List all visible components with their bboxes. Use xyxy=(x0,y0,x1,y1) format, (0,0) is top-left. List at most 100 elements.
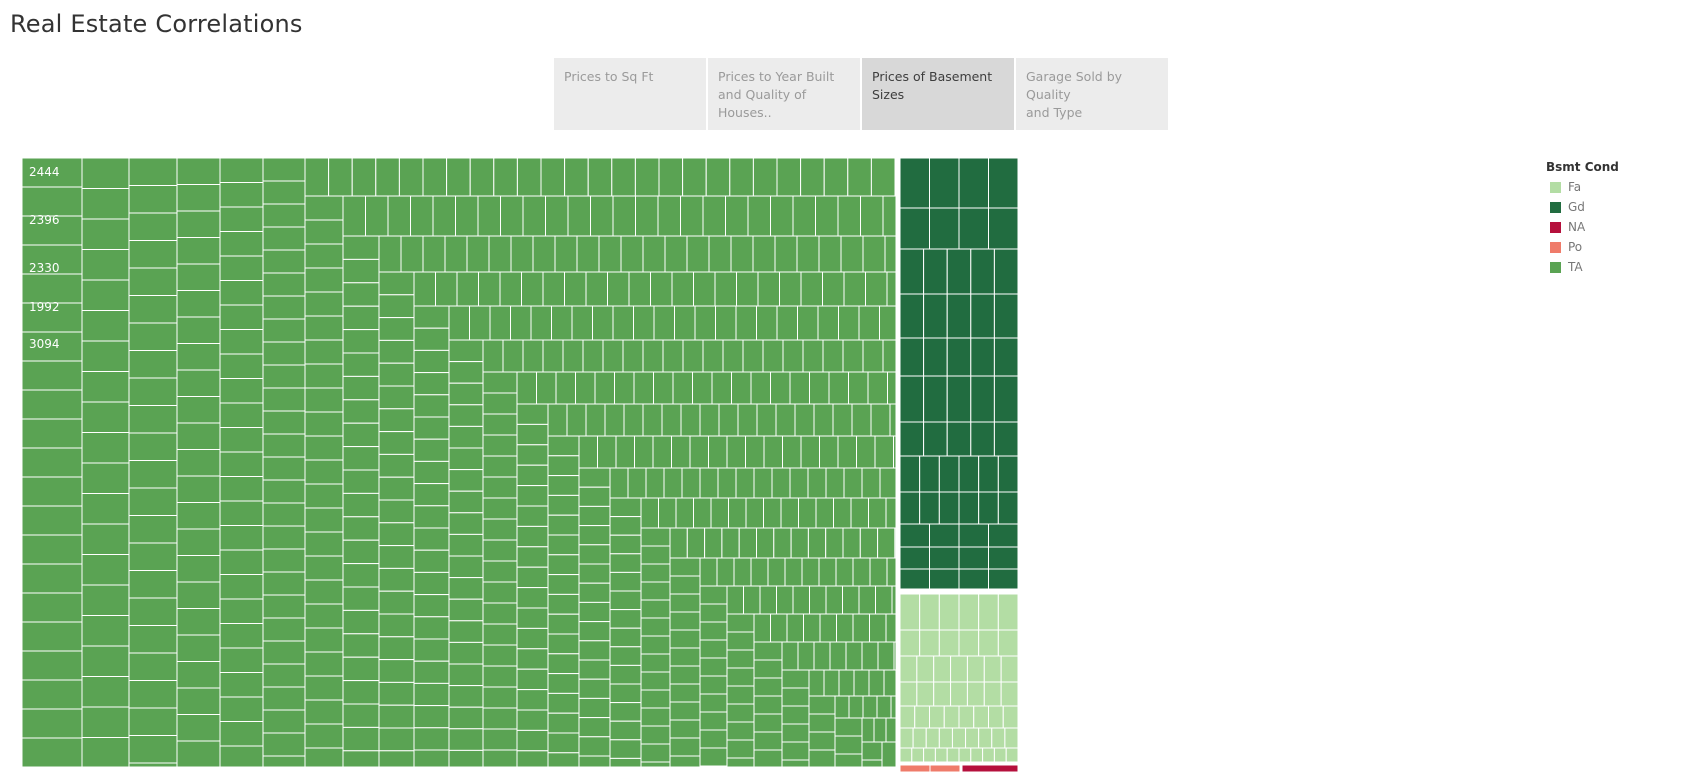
ta-cell[interactable] xyxy=(262,295,306,320)
ta-cell[interactable] xyxy=(564,158,589,197)
gd-cell[interactable] xyxy=(923,337,948,377)
ta-cell[interactable] xyxy=(845,641,863,671)
ta-cell[interactable] xyxy=(564,271,587,307)
ta-cell[interactable] xyxy=(482,413,518,436)
gd-cell[interactable] xyxy=(978,455,999,493)
ta-cell[interactable] xyxy=(798,497,817,529)
ta-cell[interactable] xyxy=(640,497,659,529)
fa-cell[interactable] xyxy=(916,655,935,683)
ta-cell[interactable] xyxy=(681,467,701,499)
ta-cell[interactable] xyxy=(682,339,704,373)
ta-cell[interactable] xyxy=(342,516,380,541)
ta-cell[interactable] xyxy=(176,369,221,397)
ta-cell[interactable] xyxy=(128,570,178,599)
ta-cell[interactable] xyxy=(378,431,415,455)
gd-cell[interactable] xyxy=(899,491,921,525)
ta-cell[interactable] xyxy=(81,371,130,403)
ta-cell[interactable] xyxy=(128,377,178,406)
ta-cell[interactable] xyxy=(836,613,854,643)
ta-cell[interactable] xyxy=(669,701,701,721)
ta-cell[interactable] xyxy=(516,668,549,691)
fa-cell[interactable] xyxy=(938,727,953,749)
ta-cell[interactable] xyxy=(378,590,415,615)
ta-cell[interactable] xyxy=(894,527,897,559)
ta-cell[interactable] xyxy=(861,717,875,743)
ta-cell[interactable] xyxy=(609,720,642,741)
ta-cell[interactable] xyxy=(482,371,518,394)
ta-cell[interactable] xyxy=(669,611,701,631)
ta-cell[interactable] xyxy=(612,195,636,237)
ta-cell[interactable] xyxy=(792,195,816,237)
ta-cell[interactable] xyxy=(422,158,448,197)
ta-cell[interactable] xyxy=(735,305,757,341)
ta-cell[interactable] xyxy=(585,271,608,307)
ta-cell[interactable] xyxy=(634,158,660,197)
ta-cell[interactable] xyxy=(410,195,434,237)
ta-cell[interactable] xyxy=(342,586,380,611)
ta-cell[interactable] xyxy=(669,683,701,703)
ta-cell[interactable] xyxy=(790,527,809,559)
ta-cell[interactable] xyxy=(22,360,83,391)
ta-cell[interactable] xyxy=(262,203,306,228)
ta-cell[interactable] xyxy=(858,305,880,341)
tab-prices-to-sq-ft[interactable]: Prices to Sq Ft xyxy=(554,58,706,130)
ta-cell[interactable] xyxy=(879,467,897,499)
ta-cell[interactable] xyxy=(413,705,450,729)
ta-cell[interactable] xyxy=(262,364,306,389)
ta-cell[interactable] xyxy=(547,514,580,536)
ta-cell[interactable] xyxy=(835,557,854,587)
ta-cell[interactable] xyxy=(128,240,178,269)
fa-cell[interactable] xyxy=(919,593,940,631)
ta-cell[interactable] xyxy=(702,195,726,237)
ta-cell[interactable] xyxy=(717,467,737,499)
ta-cell[interactable] xyxy=(448,361,484,384)
gd-cell[interactable] xyxy=(929,523,960,548)
ta-cell[interactable] xyxy=(219,182,264,208)
ta-cell[interactable] xyxy=(262,594,306,619)
ta-cell[interactable] xyxy=(219,647,264,673)
ta-cell[interactable] xyxy=(807,527,827,559)
ta-cell[interactable] xyxy=(482,749,518,768)
ta-cell[interactable] xyxy=(522,195,546,237)
ta-cell[interactable] xyxy=(378,362,415,387)
gd-cell[interactable] xyxy=(929,207,960,250)
ta-cell[interactable] xyxy=(555,371,576,405)
ta-cell[interactable] xyxy=(843,467,863,499)
fa-cell[interactable] xyxy=(958,593,980,631)
ta-cell[interactable] xyxy=(219,574,264,600)
ta-cell[interactable] xyxy=(500,195,524,237)
ta-cell[interactable] xyxy=(833,497,852,529)
ta-cell[interactable] xyxy=(219,549,264,575)
ta-cell[interactable] xyxy=(856,435,876,469)
ta-cell[interactable] xyxy=(262,272,306,297)
ta-cell[interactable] xyxy=(578,486,611,507)
ta-cell[interactable] xyxy=(413,594,450,618)
ta-cell[interactable] xyxy=(803,613,821,643)
ta-cell[interactable] xyxy=(448,685,484,708)
ta-cell[interactable] xyxy=(432,195,456,237)
gd-cell[interactable] xyxy=(899,421,925,457)
ta-cell[interactable] xyxy=(262,732,306,757)
ta-cell[interactable] xyxy=(547,435,580,457)
ta-cell[interactable] xyxy=(633,305,655,341)
ta-cell[interactable] xyxy=(879,305,897,341)
ta-cell[interactable] xyxy=(81,615,130,647)
ta-cell[interactable] xyxy=(834,717,863,737)
ta-cell[interactable] xyxy=(658,158,684,197)
ta-cell[interactable] xyxy=(609,534,642,555)
ta-cell[interactable] xyxy=(602,339,624,373)
gd-cell[interactable] xyxy=(988,546,1019,570)
ta-cell[interactable] xyxy=(448,620,484,643)
ta-cell[interactable] xyxy=(342,656,380,682)
ta-cell[interactable] xyxy=(669,755,701,768)
gd-cell[interactable] xyxy=(938,455,960,493)
ta-cell[interactable] xyxy=(663,467,683,499)
ta-cell[interactable] xyxy=(894,158,897,197)
ta-cell[interactable] xyxy=(653,371,674,405)
ta-cell[interactable] xyxy=(726,649,755,669)
fa-cell[interactable] xyxy=(914,705,930,729)
ta-cell[interactable] xyxy=(694,305,716,341)
ta-cell[interactable] xyxy=(672,371,693,405)
legend-item-gd[interactable]: Gd xyxy=(1546,197,1619,217)
fa-cell[interactable] xyxy=(938,629,960,657)
